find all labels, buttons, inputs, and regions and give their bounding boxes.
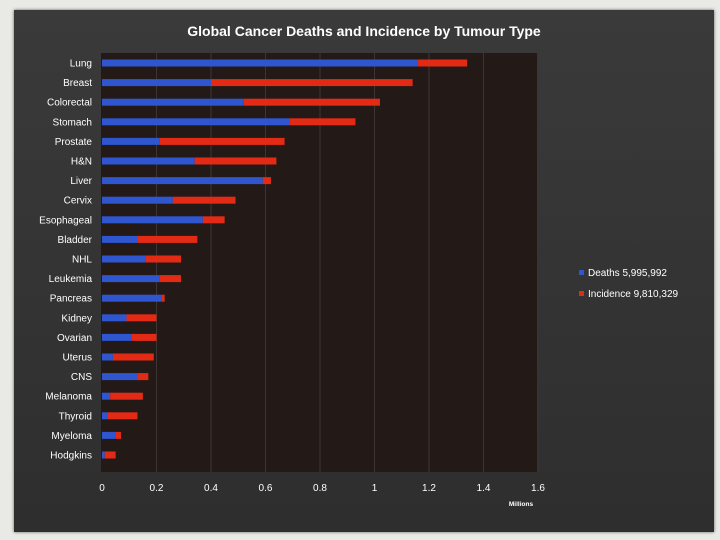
category-label: Thyroid [59, 411, 92, 422]
bar-incidence [159, 275, 182, 283]
bar-deaths [102, 196, 173, 204]
bar-deaths [102, 157, 195, 165]
x-tick-label: 0.2 [150, 483, 164, 494]
x-tick-labels: 0 0.2 0.4 0.6 0.8 1 1.2 1.4 1.6 [99, 483, 545, 494]
category-label: Stomach [53, 117, 92, 128]
legend-swatch-deaths [579, 270, 584, 275]
bar-deaths [102, 431, 116, 439]
x-tick-label: 0.4 [204, 483, 218, 494]
legend-swatch-incidence [579, 291, 584, 296]
bar-incidence [107, 412, 138, 420]
bar-incidence [418, 59, 468, 67]
bar-incidence [172, 196, 236, 204]
legend: Deaths 5,995,992 Incidence 9,810,329 [579, 268, 679, 300]
category-label: Breast [63, 78, 92, 89]
bar-deaths [102, 314, 127, 322]
bar-incidence [131, 333, 157, 341]
bar-deaths [102, 137, 160, 145]
legend-label-deaths: Deaths 5,995,992 [588, 268, 667, 279]
bar-deaths [102, 59, 419, 67]
bar-incidence [161, 294, 165, 302]
x-tick-label: 0.6 [259, 483, 273, 494]
bar-incidence [145, 255, 182, 263]
x-tick-label: 1.4 [477, 483, 491, 494]
bar-deaths [102, 392, 111, 400]
bar-deaths [102, 275, 160, 283]
category-label: CNS [71, 372, 92, 383]
category-label: H&N [71, 157, 92, 168]
bar-incidence [194, 157, 277, 165]
bar-incidence [262, 177, 271, 185]
legend-label-incidence: Incidence 9,810,329 [588, 289, 679, 300]
bar-deaths [102, 451, 105, 459]
category-label: Cervix [64, 196, 92, 207]
category-label: NHL [72, 255, 92, 266]
bar-deaths [102, 235, 138, 243]
bar-incidence [211, 79, 413, 87]
bar-incidence [137, 373, 149, 381]
bar-incidence [202, 216, 225, 224]
bar-incidence [137, 235, 198, 243]
bar-deaths [102, 412, 108, 420]
bar-incidence [290, 118, 356, 126]
bar-deaths [102, 333, 132, 341]
bar-deaths [102, 255, 146, 263]
bars [102, 59, 468, 459]
chart-frame: Global Cancer Deaths and Incidence by Tu… [14, 10, 714, 532]
bar-incidence [110, 392, 143, 400]
bar-incidence [104, 451, 116, 459]
category-label: Colorectal [47, 98, 92, 109]
category-label: Esophageal [39, 215, 92, 226]
chart-svg: Global Cancer Deaths and Incidence by Tu… [39, 23, 679, 508]
category-label: Hodgkins [50, 451, 92, 462]
category-label: Lung [70, 59, 92, 70]
chart-title: Global Cancer Deaths and Incidence by Tu… [187, 23, 541, 39]
x-tick-label: 1.6 [531, 483, 545, 494]
category-label: Prostate [55, 137, 93, 148]
bar-incidence [115, 431, 122, 439]
category-label: Kidney [61, 313, 92, 324]
category-label: Myeloma [51, 431, 92, 442]
x-tick-label: 0 [99, 483, 105, 494]
bar-deaths [102, 294, 162, 302]
bar-deaths [102, 177, 263, 185]
x-tick-label: 0.8 [313, 483, 327, 494]
category-label: Melanoma [45, 392, 92, 403]
category-label: Uterus [63, 353, 92, 364]
category-label: Liver [70, 176, 92, 187]
bar-deaths [102, 216, 203, 224]
x-tick-label: 1 [372, 483, 378, 494]
category-label: Leukemia [49, 274, 93, 285]
bar-incidence [112, 353, 154, 361]
bar-deaths [102, 373, 138, 381]
category-label: Ovarian [57, 333, 92, 344]
bar-deaths [102, 79, 211, 87]
x-axis-label: Millions [509, 501, 534, 508]
category-labels: Lung Breast Colorectal Stomach Prostate H&N Li… [39, 59, 92, 462]
bar-incidence [159, 137, 285, 145]
x-tick-label: 1.2 [422, 483, 436, 494]
category-label: Pancreas [50, 294, 92, 305]
bar-deaths [102, 98, 244, 106]
bar-incidence [126, 314, 157, 322]
bar-deaths [102, 118, 291, 126]
category-label: Bladder [58, 235, 93, 246]
bar-deaths [102, 353, 113, 361]
bar-incidence [243, 98, 380, 106]
